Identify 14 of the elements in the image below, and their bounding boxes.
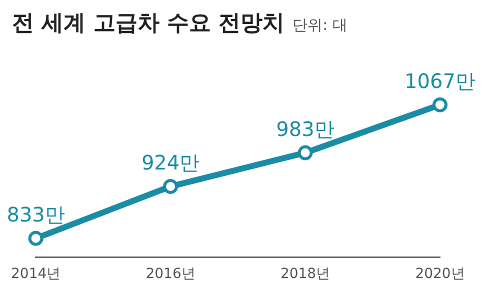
- data-label: 924만: [141, 150, 200, 175]
- point: [298, 145, 313, 160]
- x-tick-label: 2014년: [10, 266, 61, 282]
- x-tick-label: 2020년: [415, 266, 465, 282]
- data-label: 983만: [276, 116, 334, 141]
- chart-subtitle: 단위: 대: [292, 16, 348, 35]
- point: [163, 178, 178, 194]
- data-label: 833만: [6, 202, 65, 227]
- x-tick-label: 2016년: [146, 266, 196, 282]
- point: [28, 230, 44, 246]
- x-tick-label: 2018년: [280, 266, 330, 282]
- data-label: 1067만: [404, 69, 476, 94]
- point: [432, 97, 448, 112]
- chart-title: 전 세계 고급차 수요 전망치: [12, 10, 285, 38]
